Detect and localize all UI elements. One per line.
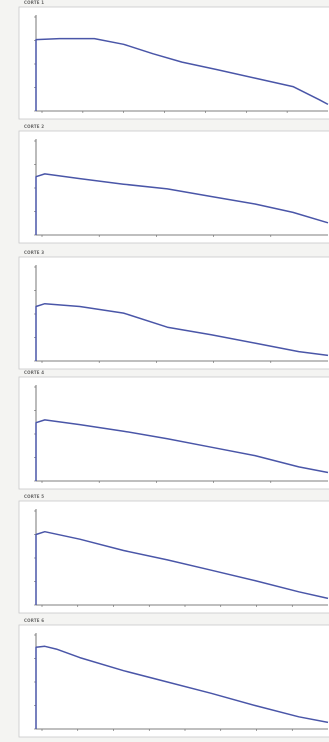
chart-title: CORTE 3 [24, 250, 45, 255]
chart-panel-3: CORTE 3 [0, 250, 329, 370]
line-chart [18, 256, 329, 370]
chart-panel-2: CORTE 2 [0, 124, 329, 244]
chart-panel-1: CORTE 1 [0, 0, 329, 120]
line-chart [18, 376, 329, 490]
chart-frame [18, 500, 329, 614]
chart-frame [18, 130, 329, 244]
chart-frame [18, 256, 329, 370]
series-line [35, 530, 329, 605]
chart-panel-5: CORTE 5 [0, 494, 329, 614]
chart-title: CORTE 5 [24, 494, 45, 499]
series-line [35, 173, 329, 235]
series-line [35, 645, 329, 729]
chart-frame [18, 6, 329, 120]
series-line [35, 37, 329, 111]
chart-panel-4: CORTE 4 [0, 370, 329, 490]
chart-title: CORTE 4 [24, 370, 45, 375]
chart-title: CORTE 2 [24, 124, 45, 129]
chart-title: CORTE 1 [24, 0, 45, 5]
series-line [35, 302, 329, 361]
chart-title: CORTE 6 [24, 618, 45, 623]
line-chart [18, 624, 329, 738]
chart-frame [18, 624, 329, 738]
chart-frame [18, 376, 329, 490]
line-chart [18, 6, 329, 120]
series-line [35, 419, 329, 481]
line-chart [18, 500, 329, 614]
chart-panel-6: CORTE 6 [0, 618, 329, 738]
line-chart [18, 130, 329, 244]
